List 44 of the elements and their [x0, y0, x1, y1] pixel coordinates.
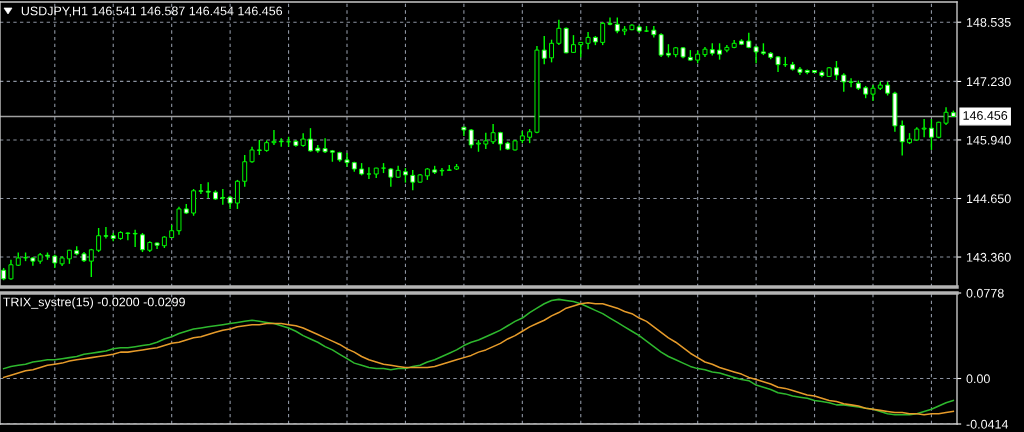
candlestick: [198, 183, 204, 195]
candlestick: [125, 231, 131, 241]
candlestick: [139, 232, 145, 253]
candlestick: [600, 21, 606, 46]
y-tick-label: 145.940: [966, 135, 1011, 145]
y-tick-label: 144.650: [966, 194, 1011, 204]
candlestick: [410, 169, 416, 192]
candlestick: [541, 35, 547, 65]
chart-title: TRIX_systre(15) -0.0200 -0.0299: [3, 297, 185, 309]
y-tick-label: 148.535: [966, 18, 1011, 27]
chart-title: USDJPY,H1 146.541 146.587 146.454 146.456: [21, 6, 283, 17]
candlestick: [132, 229, 138, 248]
candlestick: [8, 259, 14, 281]
candlestick: [607, 16, 613, 26]
candlestick: [366, 166, 372, 180]
candlestick: [921, 118, 927, 138]
ref-line-label: 146.456: [963, 111, 1008, 120]
y-tick-label: 143.360: [966, 252, 1011, 262]
y-tick-label: -0.0414: [966, 419, 1009, 429]
candlestick: [220, 188, 226, 206]
y-tick-label: 0.00: [966, 374, 990, 384]
candlestick: [899, 119, 905, 157]
candlestick: [242, 154, 248, 188]
candlestick: [88, 248, 94, 278]
candlestick: [848, 77, 854, 89]
candlestick: [549, 38, 555, 64]
candlestick: [658, 32, 664, 58]
candlestick: [490, 123, 496, 145]
candlestick: [841, 72, 847, 93]
candlestick: [308, 127, 313, 153]
candlestick: [103, 226, 109, 240]
candlestick: [468, 128, 474, 149]
candlestick: [556, 19, 562, 46]
candlestick: [439, 167, 445, 177]
candlestick: [388, 167, 394, 188]
candlestick: [271, 129, 277, 146]
candlestick: [191, 188, 197, 217]
y-tick-label: 147.230: [966, 77, 1011, 87]
candlestick: [234, 179, 240, 210]
candlestick: [322, 137, 328, 154]
y-tick-label: 0.0778: [966, 288, 1004, 298]
candlestick: [96, 227, 102, 253]
candlestick: [176, 205, 182, 236]
candlestick: [834, 60, 839, 81]
